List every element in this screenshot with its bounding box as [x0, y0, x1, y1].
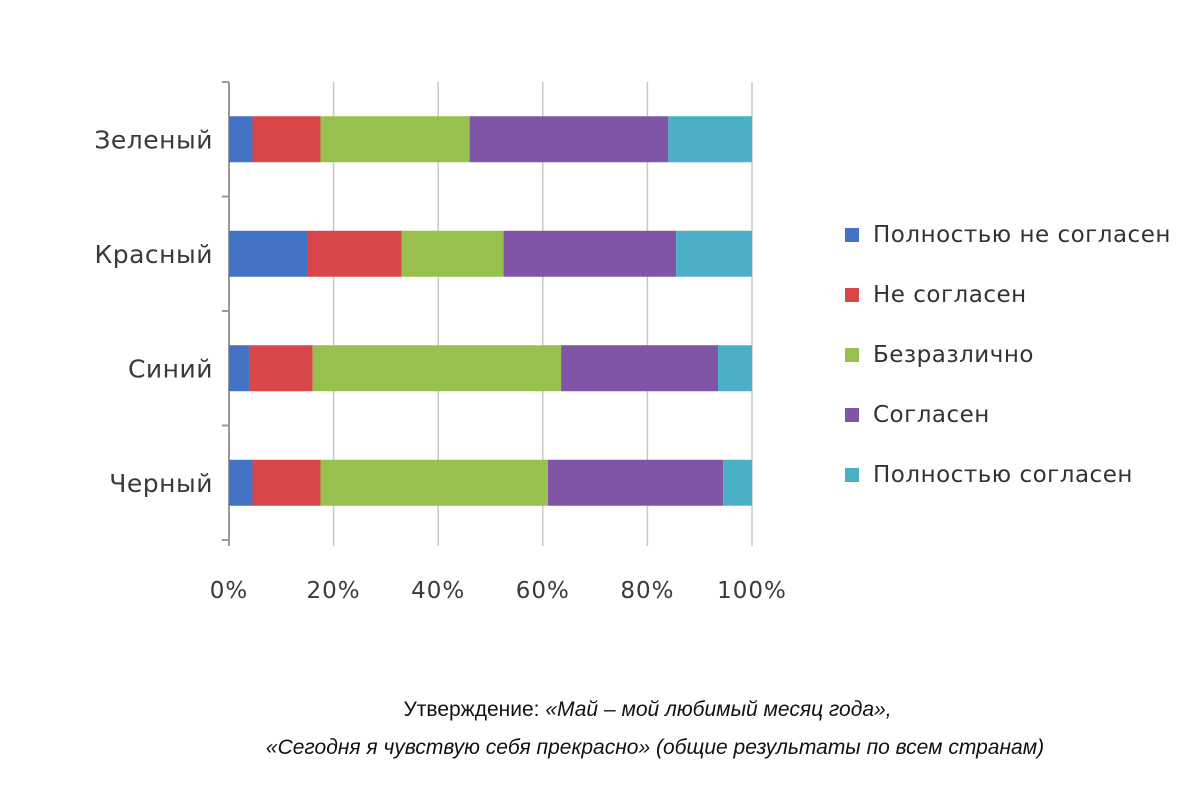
legend-swatch-agree [845, 408, 859, 422]
legend-item-agree: Согласен [845, 385, 1171, 445]
x-tick-label: 100% [717, 578, 787, 604]
bar-segment [718, 345, 752, 392]
category-label: Красный [94, 240, 213, 269]
bar-segment [503, 230, 677, 277]
caption-line-2: «Сегодня я чувствую себя прекрасно» (общ… [0, 736, 1200, 760]
x-tick-label: 80% [620, 578, 674, 604]
caption-line-1: Утверждение: «Май – мой любимый месяц го… [0, 698, 1200, 722]
bar-segment [307, 230, 402, 277]
legend-item-strongly-disagree: Полностью не согласен [845, 205, 1171, 265]
bar-segment [229, 459, 253, 506]
bar-segment [320, 116, 470, 163]
bar-segment [252, 116, 321, 163]
bar-segment [401, 230, 504, 277]
legend-label: Не согласен [873, 282, 1027, 308]
bar-segment [249, 345, 313, 392]
caption-quote-1: «Май – мой любимый месяц года», [545, 698, 892, 721]
category-label: Зеленый [94, 125, 213, 154]
legend-label: Полностью не согласен [873, 222, 1171, 248]
legend-swatch-strongly-disagree [845, 228, 859, 242]
legend-item-neutral: Безразлично [845, 325, 1171, 385]
caption-parenthetical: (общие результаты по всем странам) [650, 736, 1045, 759]
bar-segment [312, 345, 562, 392]
bar-segment [469, 116, 669, 163]
legend-label: Полностью согласен [873, 462, 1133, 488]
bar-segment [229, 345, 250, 392]
bar-segment [561, 345, 719, 392]
legend: Полностью не согласен Не согласен Безраз… [845, 205, 1171, 505]
x-tick-label: 40% [411, 578, 465, 604]
legend-label: Безразлично [873, 342, 1034, 368]
bar-segment [229, 230, 308, 277]
bar-segment [229, 116, 253, 163]
bar-segment [668, 116, 752, 163]
bar-segment [723, 459, 752, 506]
legend-swatch-disagree [845, 288, 859, 302]
legend-label: Согласен [873, 402, 990, 428]
legend-item-disagree: Не согласен [845, 265, 1171, 325]
category-label: Черный [109, 469, 213, 498]
caption-quote-2: «Сегодня я чувствую себя прекрасно» [265, 736, 651, 759]
legend-item-strongly-agree: Полностью согласен [845, 445, 1171, 505]
bar-segment [676, 230, 752, 277]
x-tick-label: 0% [210, 578, 249, 604]
bar-segment [252, 459, 321, 506]
legend-swatch-neutral [845, 348, 859, 362]
x-tick-label: 60% [516, 578, 570, 604]
bar-segment [320, 459, 549, 506]
legend-swatch-strongly-agree [845, 468, 859, 482]
category-label: Синий [128, 354, 213, 383]
caption-prefix: Утверждение: [403, 698, 546, 721]
x-tick-label: 20% [307, 578, 361, 604]
bar-segment [548, 459, 724, 506]
